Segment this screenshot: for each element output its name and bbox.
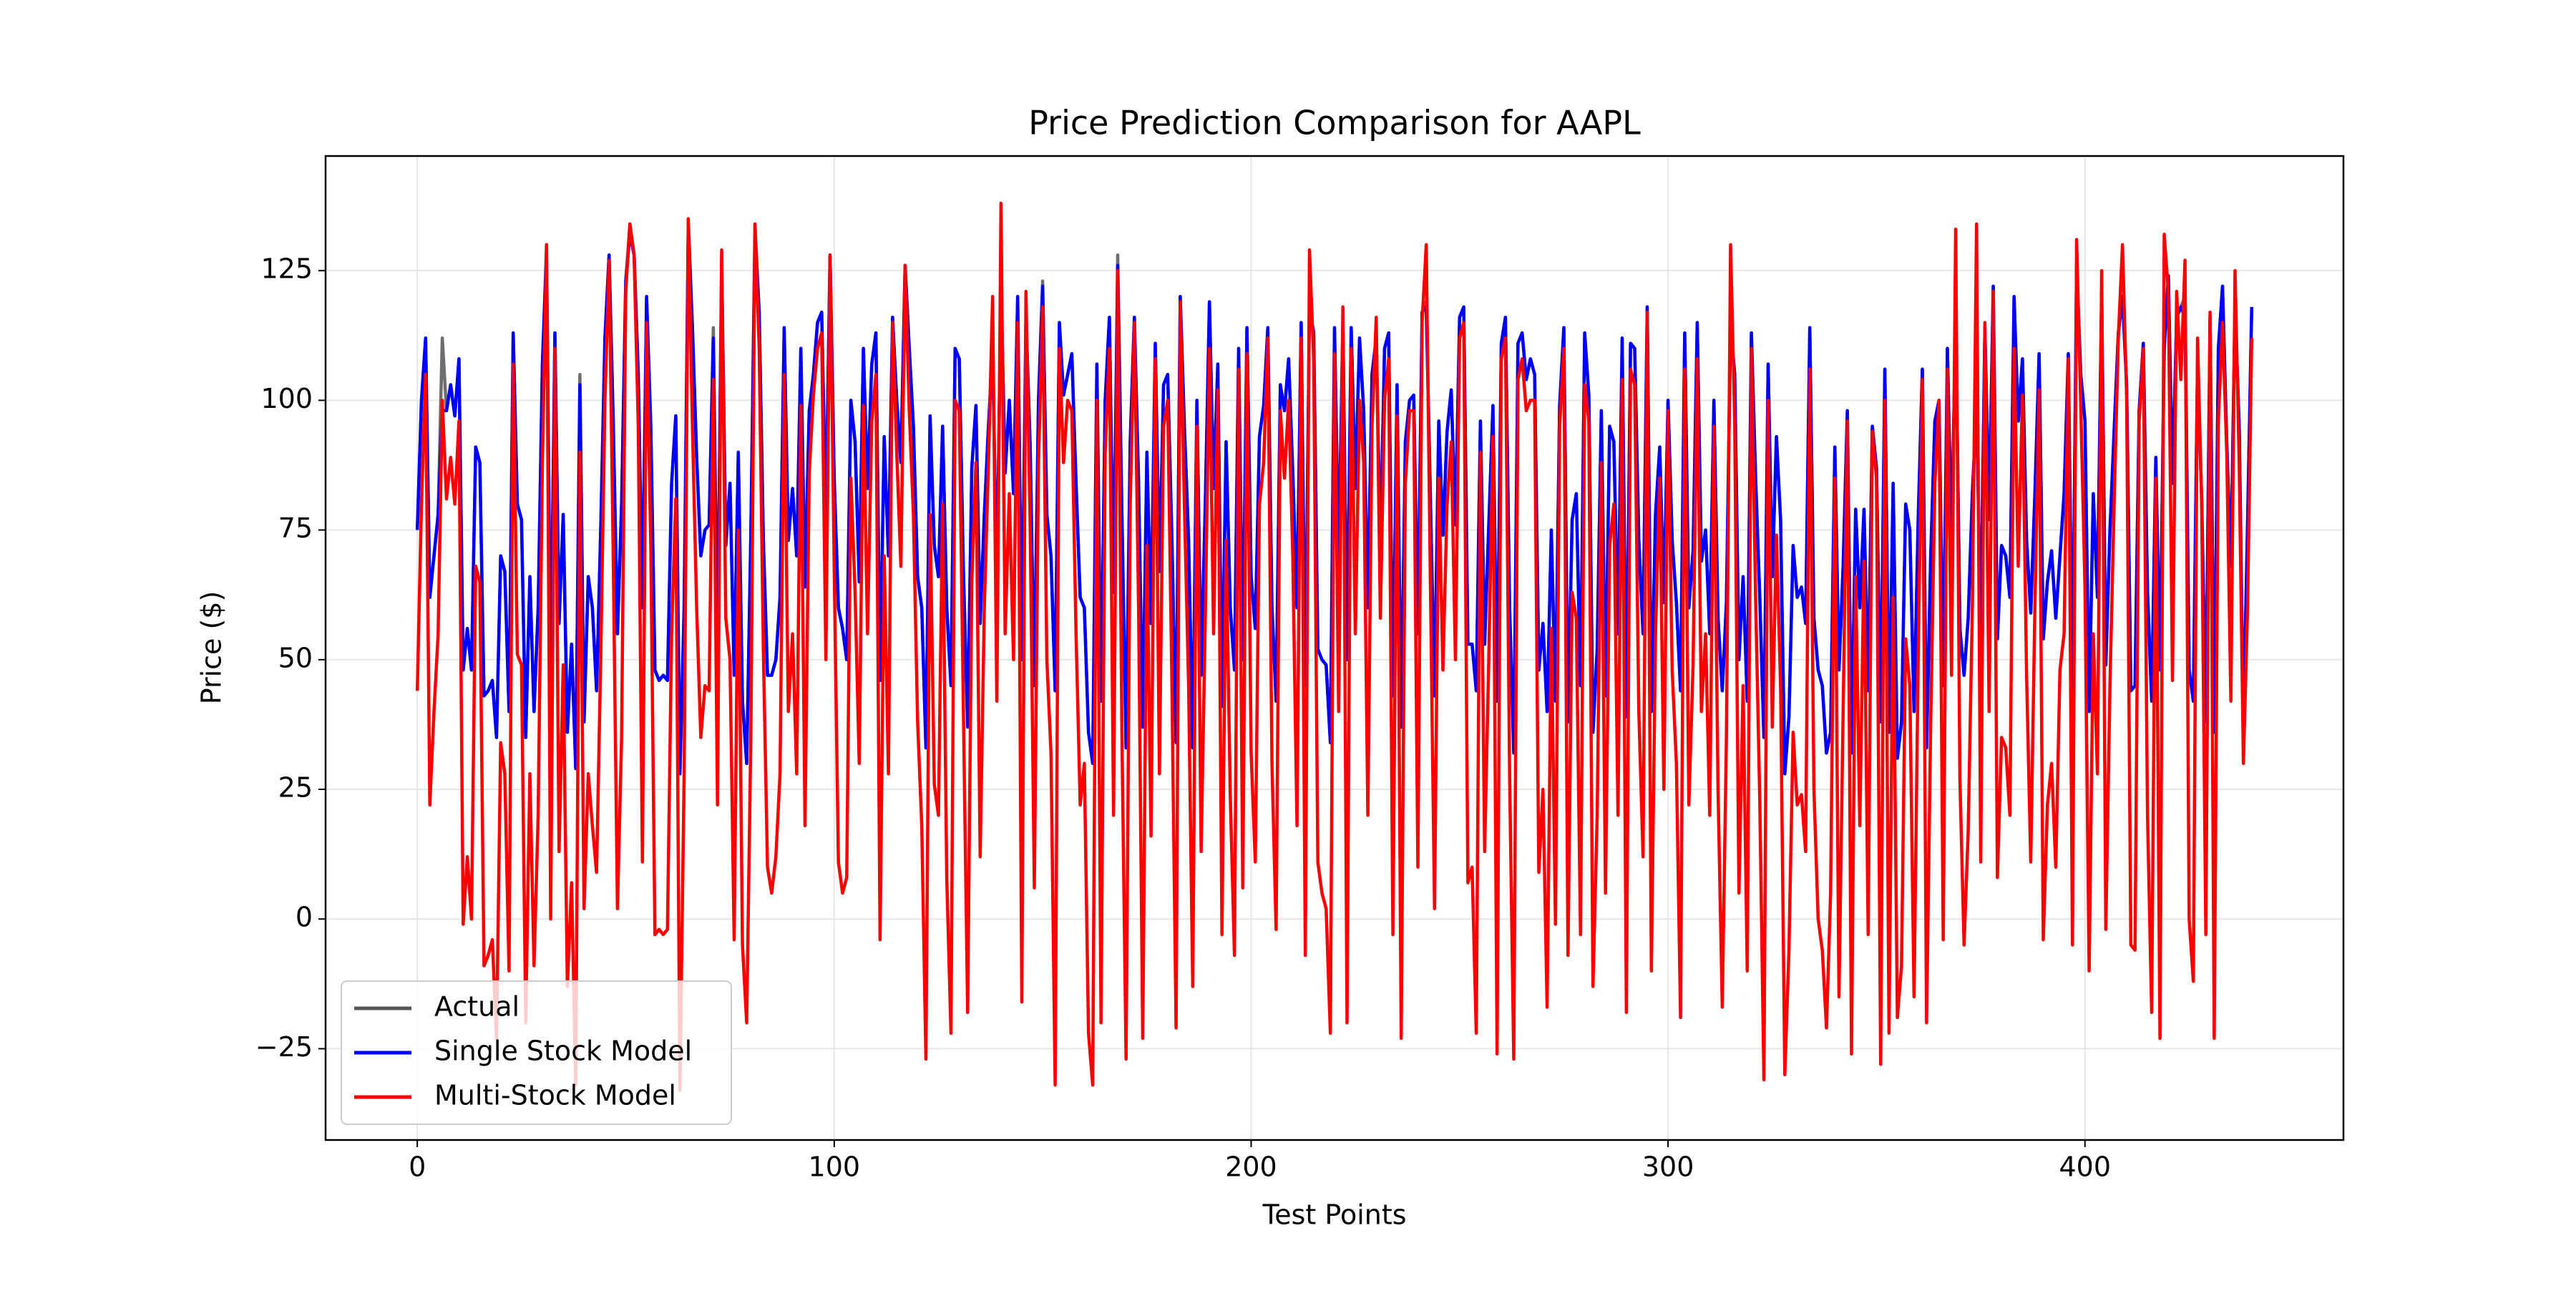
x-tick-label: 300 (1642, 1151, 1694, 1183)
x-tick-label: 0 (409, 1151, 426, 1183)
y-axis-label: Price ($) (196, 591, 228, 705)
series-line (415, 201, 2254, 1092)
y-tick-label: 100 (260, 383, 313, 414)
y-tick-label: −25 (255, 1031, 313, 1063)
legend-label: Multi-Stock Model (434, 1080, 676, 1111)
y-tick-label: 75 (278, 512, 313, 544)
y-tick-label: 125 (260, 253, 313, 285)
legend: Actual Single Stock Model Multi-Stock Mode… (341, 980, 732, 1125)
legend-label: Single Stock Model (434, 1036, 692, 1067)
y-tick-label: 0 (296, 902, 313, 933)
x-axis-label: Test Points (1262, 1199, 1406, 1231)
legend-box (341, 980, 732, 1125)
y-tick-label: 50 (278, 642, 313, 673)
legend-label: Actual (434, 991, 519, 1023)
x-tick-label: 100 (809, 1151, 861, 1183)
chart-title: Price Prediction Comparison for AAPL (1028, 104, 1641, 142)
plot-frame (324, 155, 2345, 1141)
x-tick-label: 400 (2059, 1151, 2111, 1183)
y-tick-label: 25 (278, 772, 313, 804)
x-tick-label: 200 (1225, 1151, 1277, 1183)
